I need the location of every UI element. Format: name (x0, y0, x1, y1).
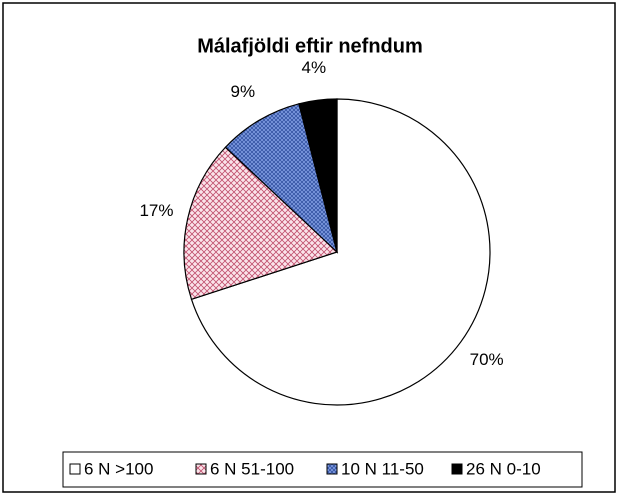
legend-swatch (69, 463, 81, 475)
legend-label: 6 N 51-100 (210, 459, 294, 478)
data-label: 9% (231, 82, 256, 101)
pie-slice (298, 98, 338, 253)
data-label: 70% (470, 350, 504, 369)
pie-slice (224, 103, 339, 254)
chart-title: Málafjöldi eftir nefndum (197, 35, 423, 57)
data-label: 4% (302, 58, 327, 77)
legend-box (62, 451, 583, 488)
legend-swatch (195, 463, 207, 475)
legend-label: 26 N 0-10 (466, 459, 541, 478)
legend-label: 6 N >100 (84, 459, 153, 478)
pie-slice (190, 98, 491, 406)
legend-label: 10 N 11-50 (341, 459, 424, 478)
legend-swatch (326, 463, 338, 475)
legend-swatch (451, 463, 463, 475)
data-label: 17% (139, 201, 173, 220)
pie-slice (183, 146, 339, 301)
